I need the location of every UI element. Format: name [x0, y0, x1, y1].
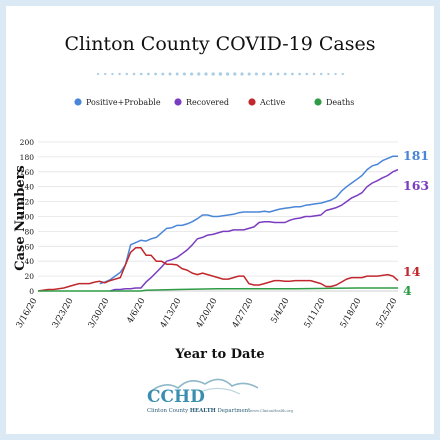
wave-logo-icon [199, 387, 241, 395]
legend-label: Recovered [186, 98, 229, 107]
y-axis-label: Case Numbers [13, 165, 28, 271]
y-tick-label: 120 [20, 198, 35, 207]
y-tick-label: 60 [24, 242, 34, 251]
divider-dot [225, 72, 230, 76]
divider-dot [298, 72, 301, 76]
divider-dot [175, 72, 179, 76]
legend-marker [174, 98, 182, 106]
series-end-label: 14 [403, 264, 421, 279]
x-tick-label: 4/13/20 [159, 297, 184, 330]
divider-dot [154, 72, 157, 76]
series-line [37, 247, 399, 292]
x-tick-label: 4/6/20 [125, 297, 147, 326]
divider-dot [269, 72, 273, 76]
divider-dot [291, 72, 294, 76]
x-tick-label: 5/11/20 [303, 297, 328, 330]
legend: Positive+Probable Recovered Active Deaths [74, 98, 354, 107]
divider-dot [341, 72, 344, 76]
y-tick-label: 20 [24, 272, 34, 281]
divider-dot [118, 72, 121, 76]
divider-dot [161, 72, 165, 76]
divider-dot [240, 72, 244, 76]
x-axis-ticks: 3/16/20 3/23/20 3/30/20 4/6/20 4/13/20 4/20/2… [15, 297, 400, 330]
logo-mark: CCHD [147, 387, 205, 407]
divider-dot [182, 72, 186, 76]
divider-dot [327, 72, 330, 76]
series-lines [37, 155, 399, 292]
divider-dot [125, 72, 129, 76]
divider-dot [104, 72, 107, 76]
x-tick-label: 5/18/20 [339, 297, 364, 330]
x-tick-label: 4/27/20 [231, 297, 256, 330]
series-end-label: 181 [403, 148, 429, 163]
divider-dot [111, 72, 114, 76]
divider-dot [139, 72, 143, 76]
legend-marker [248, 98, 256, 106]
legend-marker [314, 98, 322, 106]
divider-dot [132, 72, 136, 76]
divider-dot [204, 72, 208, 76]
x-tick-label: 3/23/20 [51, 297, 76, 330]
divider-dot [218, 72, 223, 76]
divider-dot [312, 72, 316, 76]
divider-dot [305, 72, 309, 76]
cchd-logo: CCHD Clinton County HEALTH Department ww… [147, 378, 294, 414]
y-tick-label: 140 [20, 183, 35, 192]
divider-dot [147, 72, 150, 76]
x-tick-label: 4/20/20 [195, 297, 220, 330]
divider-dot [283, 72, 287, 76]
legend-label: Active [259, 98, 286, 107]
chart-card [6, 6, 434, 434]
divider-dot [197, 72, 201, 76]
divider-dot [247, 72, 251, 76]
legend-label: Deaths [326, 98, 354, 107]
gridlines [38, 141, 398, 292]
divider-dot [190, 72, 194, 76]
legend-marker [74, 98, 82, 106]
divider-dot [276, 72, 280, 76]
y-tick-label: 80 [24, 227, 34, 236]
logo-department: Clinton County HEALTH Department [147, 408, 251, 414]
series-line [38, 287, 398, 292]
divider-dot [233, 72, 237, 76]
x-tick-label: 3/30/20 [87, 297, 112, 330]
series-end-label: 163 [403, 178, 429, 193]
y-tick-label: 200 [20, 138, 35, 147]
mountain-logo-icon [149, 378, 259, 393]
y-tick-label: 100 [20, 213, 35, 222]
series-end-label: 4 [403, 283, 412, 298]
divider-dot [254, 72, 258, 76]
y-tick-label: 180 [20, 153, 35, 162]
series-line [99, 155, 398, 285]
x-tick-label: 5/25/20 [375, 297, 400, 330]
x-axis-label: Year to Date [174, 347, 264, 362]
chart-title: Clinton County COVID-19 Cases [65, 33, 376, 55]
series-line [109, 168, 399, 292]
end-labels: 181 163 14 4 [403, 148, 429, 298]
y-tick-label: 160 [20, 168, 35, 177]
y-tick-label: 0 [29, 287, 34, 296]
divider-dot [334, 72, 337, 76]
divider-dot [319, 72, 323, 76]
y-tick-label: 40 [24, 257, 34, 266]
x-tick-label: 3/16/20 [15, 297, 40, 330]
logo-url: www.ClintonHealth.org [250, 409, 294, 413]
divider-dot [211, 72, 215, 76]
divider-dot [168, 72, 172, 76]
title-divider-dots [96, 72, 344, 76]
x-tick-label: 5/4/20 [269, 297, 291, 326]
legend-label: Positive+Probable [86, 98, 161, 107]
y-axis-ticks: 0 20 40 60 80 100 120 140 160 180 200 [20, 138, 35, 296]
divider-dot [262, 72, 266, 76]
divider-dot [96, 72, 100, 76]
